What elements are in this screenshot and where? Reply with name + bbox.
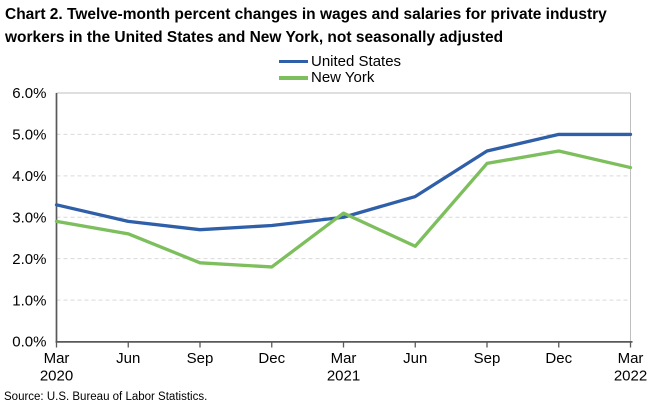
legend: United States New York: [279, 53, 401, 86]
x-tick-label: Jun: [116, 350, 140, 367]
x-tick-label: Mar: [331, 350, 357, 367]
y-tick-label: 3.0%: [12, 209, 46, 226]
x-tick-label: 2021: [327, 368, 360, 385]
y-tick-label: 1.0%: [12, 292, 46, 309]
x-tick-label: Mar: [618, 350, 644, 367]
x-tick-label: Dec: [258, 350, 285, 367]
y-tick-label: 0.0%: [12, 334, 46, 351]
chart-title: Chart 2. Twelve-month percent changes in…: [5, 6, 607, 46]
x-tick-label: Dec: [545, 350, 572, 367]
legend-label-united-states: United States: [311, 52, 402, 70]
legend-label-new-york: New York: [311, 69, 375, 87]
legend-line-new-york: [279, 76, 308, 80]
y-tick-label: 4.0%: [12, 168, 46, 185]
y-tick-label: 5.0%: [12, 127, 46, 144]
x-tick-label: 2020: [40, 368, 73, 385]
y-tick-label: 6.0%: [12, 85, 46, 102]
series-line-united-states: [54, 132, 633, 232]
y-tick-label: 2.0%: [12, 251, 46, 268]
x-tick-label: Jun: [403, 350, 427, 367]
x-tick-label: 2022: [614, 368, 647, 385]
x-tick-label: Sep: [474, 350, 501, 367]
x-tick-label: Mar: [44, 350, 70, 367]
legend-line-united-states: [279, 59, 308, 63]
series-line-new-york: [54, 149, 633, 269]
legend-item-new-york: New York: [279, 69, 401, 87]
legend-item-united-states: United States: [279, 53, 401, 70]
source-note: Source: U.S. Bureau of Labor Statistics.: [4, 391, 208, 403]
x-tick-label: Sep: [187, 350, 214, 367]
